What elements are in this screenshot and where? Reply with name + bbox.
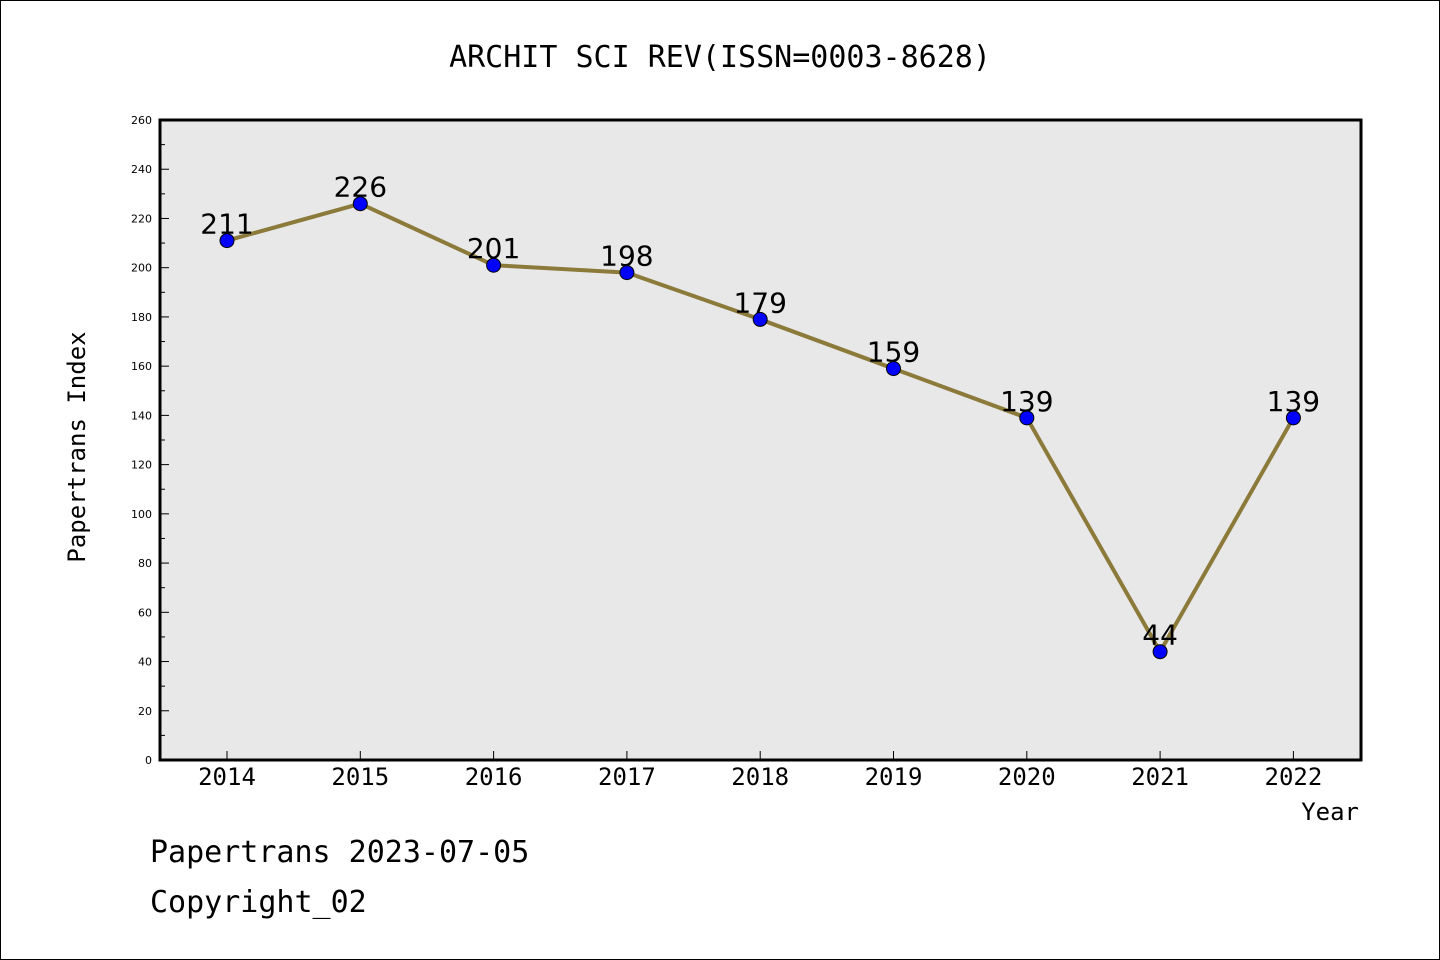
data-point xyxy=(886,361,901,377)
series: 211 226 201 198 179 159 139 44 139 xyxy=(200,171,1320,660)
y-tick-label: 200 xyxy=(131,262,152,275)
data-point xyxy=(752,311,768,327)
data-label: 159 xyxy=(867,336,920,369)
data-label: 139 xyxy=(1267,385,1320,418)
data-label: 226 xyxy=(334,171,387,204)
y-tick-label: 120 xyxy=(131,459,152,472)
data-point xyxy=(1285,410,1301,426)
x-tick-label: 2014 xyxy=(198,763,256,791)
y-tick-label: 260 xyxy=(131,114,152,127)
chart-title: ARCHIT SCI REV(ISSN=0003-8628) xyxy=(449,40,991,75)
y-axis-label: Papertrans Index xyxy=(63,331,91,562)
y-tick-label: 40 xyxy=(138,656,152,669)
y-tick-label: 240 xyxy=(131,163,152,176)
plot-area xyxy=(160,120,1361,760)
data-label: 44 xyxy=(1142,619,1178,652)
y-tick-label: 220 xyxy=(131,212,152,225)
x-tick-label: 2017 xyxy=(598,763,656,791)
data-point xyxy=(219,233,235,249)
data-point xyxy=(352,196,368,212)
y-tick-label: 60 xyxy=(138,606,152,619)
x-axis-label: Year xyxy=(1301,798,1359,826)
x-axis: 2014 2015 2016 2017 2018 2019 2020 2021 2022 xyxy=(198,751,1322,791)
plot-border xyxy=(158,118,1363,762)
y-tick-label: 100 xyxy=(131,508,152,521)
data-label: 211 xyxy=(200,208,253,241)
x-tick-label: 2020 xyxy=(998,763,1056,791)
x-tick-label: 2018 xyxy=(731,763,789,791)
y-tick-label: 180 xyxy=(131,311,152,324)
data-point xyxy=(1019,410,1035,426)
x-tick-label: 2019 xyxy=(865,763,923,791)
x-tick-label: 2021 xyxy=(1131,763,1189,791)
data-label: 198 xyxy=(600,240,653,273)
y-tick-label: 160 xyxy=(131,360,152,373)
y-tick-label: 0 xyxy=(145,754,152,767)
x-tick-label: 2015 xyxy=(331,763,389,791)
y-axis: 0 20 40 60 80 100 120 140 160 180 200 220 240 260 xyxy=(131,114,169,767)
data-point xyxy=(486,257,502,273)
data-label: 139 xyxy=(1000,385,1053,418)
data-point xyxy=(619,265,635,281)
data-label: 179 xyxy=(733,286,786,319)
y-tick-label: 140 xyxy=(131,409,152,422)
data-point xyxy=(1152,644,1168,660)
data-label: 201 xyxy=(467,232,520,265)
footer-copyright: Copyright_02 xyxy=(150,885,367,920)
footer-date: Papertrans 2023-07-05 xyxy=(150,835,530,870)
y-tick-label: 80 xyxy=(138,557,152,570)
y-tick-label: 20 xyxy=(138,705,152,718)
x-tick-label: 2016 xyxy=(465,763,523,791)
x-tick-label: 2022 xyxy=(1265,763,1323,791)
